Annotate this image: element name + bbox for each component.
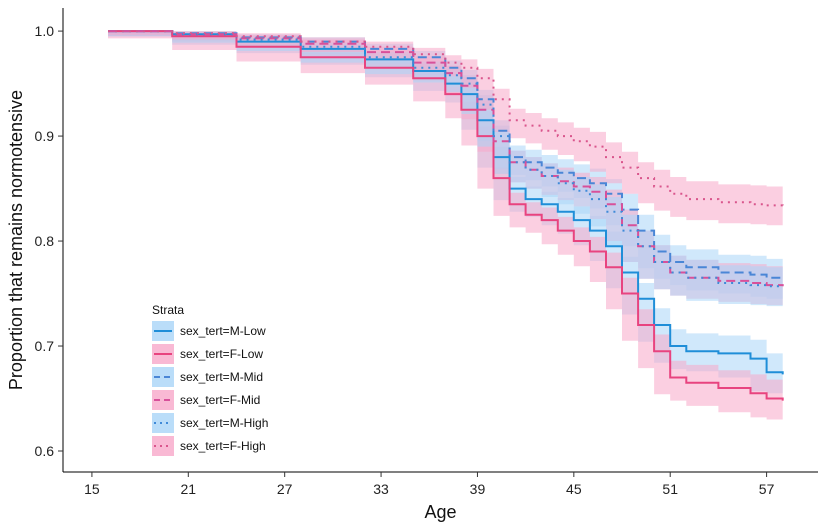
y-tick-label: 0.8	[35, 233, 55, 249]
x-tick-label: 45	[566, 481, 582, 497]
legend-item-sex-tert-f-high: sex_tert=F-High	[152, 436, 266, 456]
legend-item-sex-tert-m-high: sex_tert=M-High	[152, 413, 268, 433]
x-tick-label: 57	[759, 481, 775, 497]
x-tick-label: 51	[662, 481, 678, 497]
legend-key-band	[152, 436, 174, 456]
legend-key-band	[152, 413, 174, 433]
band-sex-tert-m-low	[108, 31, 783, 394]
legend-key-band	[152, 390, 174, 410]
curve-sex-tert-m-low	[108, 30, 784, 375]
legend-item-sex-tert-f-low: sex_tert=F-Low	[152, 344, 263, 364]
y-tick-label: 0.6	[35, 443, 55, 459]
y-tick-label: 0.9	[35, 128, 55, 144]
curve-sex-tert-m-mid	[108, 30, 784, 280]
legend-item-sex-tert-f-mid: sex_tert=F-Mid	[152, 390, 260, 410]
y-axis-title: Proportion that remains normotensive	[6, 90, 26, 390]
legend: Strata sex_tert=M-Lowsex_tert=F-Lowsex_t…	[152, 303, 268, 456]
legend-label: sex_tert=M-Mid	[180, 370, 263, 384]
legend-key-band	[152, 367, 174, 387]
y-tick-label: 1.0	[35, 23, 55, 39]
legend-label: sex_tert=F-Mid	[180, 393, 260, 407]
legend-title: Strata	[152, 303, 184, 317]
x-tick-label: 15	[84, 481, 100, 497]
axes: 15 21 27 33 39 45 51 57 0.6 0.7 0.8 0.9 1.0	[35, 8, 818, 497]
legend-label: sex_tert=M-Low	[180, 324, 266, 338]
x-tick-label: 33	[373, 481, 389, 497]
curve-sex-tert-f-low	[108, 30, 784, 401]
legend-item-sex-tert-m-mid: sex_tert=M-Mid	[152, 367, 263, 387]
band-sex-tert-m-high	[108, 31, 783, 307]
curve-sex-tert-f-high	[108, 30, 784, 207]
survival-curves	[108, 30, 784, 401]
x-tick-label: 27	[277, 481, 293, 497]
legend-label: sex_tert=F-Low	[180, 347, 263, 361]
x-tick-label: 39	[470, 481, 486, 497]
y-axis-ticks: 0.6 0.7 0.8 0.9 1.0	[35, 23, 63, 459]
band-sex-tert-f-high	[108, 31, 783, 226]
legend-item-sex-tert-m-low: sex_tert=M-Low	[152, 321, 266, 341]
legend-label: sex_tert=F-High	[180, 439, 266, 453]
y-tick-label: 0.7	[35, 338, 55, 354]
band-sex-tert-f-low	[108, 31, 783, 420]
legend-items: sex_tert=M-Low sex_tert=F-Low sex_tert=M-M…	[152, 321, 268, 456]
x-tick-label: 21	[181, 481, 197, 497]
x-axis-title: Age	[424, 502, 456, 522]
legend-label: sex_tert=M-High	[180, 416, 268, 430]
x-axis-ticks: 15 21 27 33 39 45 51 57	[84, 472, 775, 497]
curve-sex-tert-f-mid	[108, 30, 784, 287]
